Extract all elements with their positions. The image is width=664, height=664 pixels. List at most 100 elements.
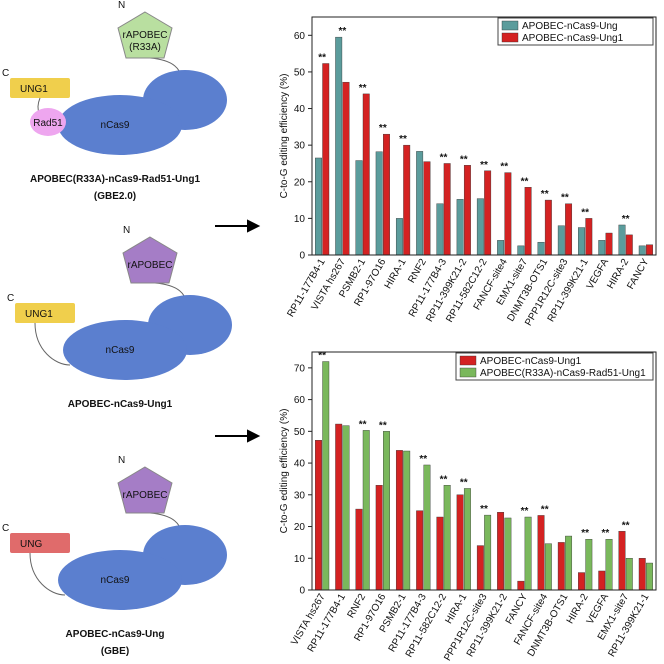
legend-box [497,17,654,46]
bar [456,199,464,256]
legend-swatch [501,32,519,43]
bar [605,539,613,591]
n-label: N [118,0,125,11]
linker-domain [30,108,66,136]
legend-swatch [501,20,519,31]
bar [463,165,471,256]
y-tick-label: 30 [294,141,306,152]
y-tick-label: 40 [294,459,306,470]
bar [395,218,403,256]
significance: ** [318,351,326,362]
significance: ** [359,419,367,430]
bar [565,535,573,591]
glycosylase [10,533,70,553]
bar [646,244,653,256]
y-tick-label: 30 [294,490,306,501]
bar [585,218,593,256]
y-tick-label: 40 [294,104,306,115]
bar [463,488,471,591]
bar [524,187,532,256]
significance: ** [541,504,549,515]
bar [618,224,626,256]
bar [383,431,390,591]
significance: ** [419,454,427,465]
significance: ** [480,504,488,515]
bar [335,423,343,591]
y-tick-label: 0 [299,251,305,262]
deaminase-label: (R33A) [129,42,161,53]
bar [497,240,505,256]
y-tick-label: 50 [294,427,306,438]
legend: APOBEC-nCas9-Ung1APOBEC(R33A)-nCas9-Rad5… [455,352,654,381]
bar [315,157,322,256]
bar [544,543,552,591]
bar [638,245,646,256]
bar [557,225,565,256]
y-tick-label: 50 [294,67,306,78]
n-label: N [118,455,125,466]
bar [315,440,322,591]
bar [524,516,532,591]
bar [598,570,606,591]
y-tick-label: 10 [294,554,306,565]
significance: ** [602,528,610,539]
bar [497,512,505,591]
bar [362,93,370,256]
bar [625,558,633,591]
significance: ** [440,152,448,163]
bar [504,172,512,256]
bar [598,240,606,256]
glycosylase [15,303,75,323]
significance: ** [460,154,468,165]
bar [322,63,330,256]
bar [436,516,444,591]
y-axis-title: C-to-G editing efficiency (%) [279,74,290,199]
significance: ** [338,26,346,37]
significance: ** [379,420,387,431]
c-label: C [2,68,9,79]
bar [484,170,492,256]
linker-line [34,322,71,366]
bar [605,232,613,256]
y-axis-title: C-to-G editing efficiency (%) [279,409,290,534]
deaminase-label: rAPOBEC [122,30,167,41]
ncas9-body [58,95,182,155]
bar [322,361,330,591]
linker-line [29,552,66,596]
bar [403,450,411,591]
significance: ** [622,520,630,531]
bar [484,514,492,591]
legend-label: APOBEC(R33A)-nCas9-Rad51-Ung1 [480,368,646,379]
ncas9-body [63,320,187,380]
significance: ** [521,506,529,517]
significance: ** [440,474,448,485]
deaminase [117,466,173,514]
y-tick-label: 20 [294,177,306,188]
caption: (GBE) [101,646,129,657]
c-label: C [7,293,14,304]
bar [565,203,573,256]
glycosylase [10,78,70,98]
bar [443,485,451,591]
bar [585,539,593,591]
bar [375,485,383,591]
c-label: C [2,523,9,534]
bar [618,531,626,591]
significance: ** [581,528,589,539]
bar [625,234,633,256]
bar [416,151,424,256]
bar [517,580,525,591]
caption: (GBE2.0) [94,191,136,202]
significance: ** [561,193,569,204]
bar [342,425,350,591]
glycosylase-label: UNG1 [20,84,48,95]
y-tick-label: 60 [294,31,306,42]
bar [436,203,444,256]
bar [443,163,451,256]
significance: ** [460,477,468,488]
y-tick-label: 10 [294,214,306,225]
significance: ** [541,189,549,200]
bar [537,241,545,256]
